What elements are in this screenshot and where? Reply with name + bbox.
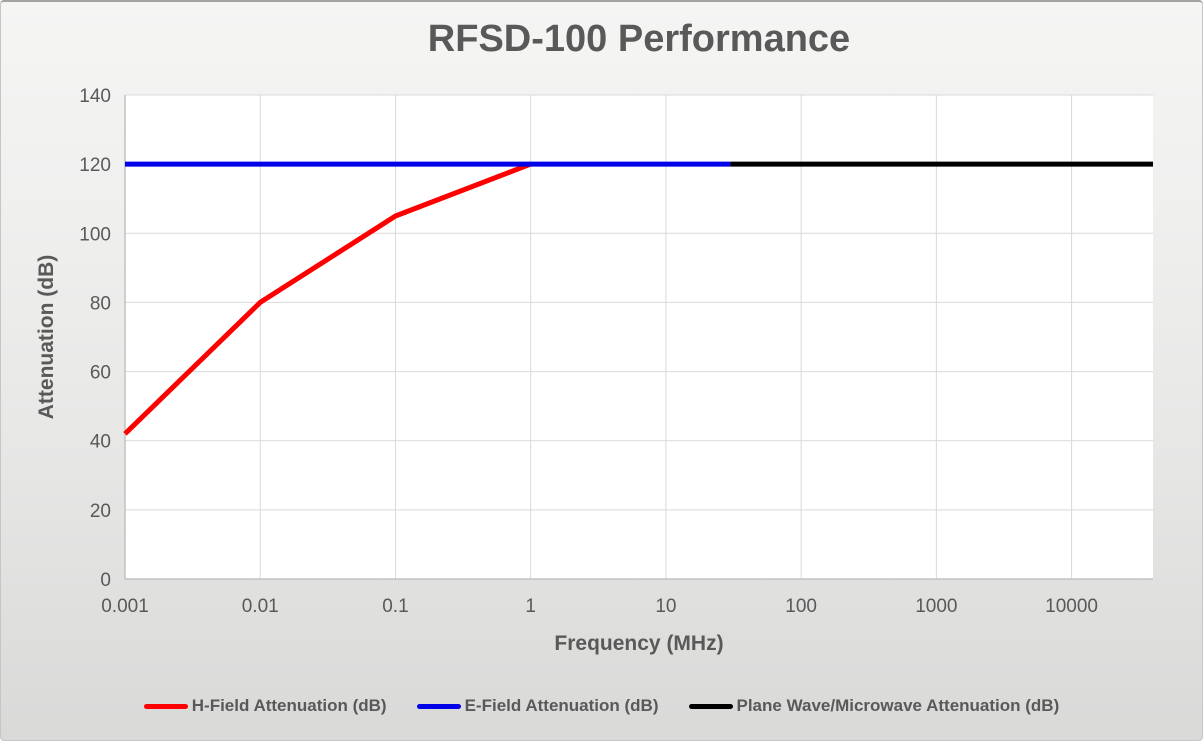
legend-item: Plane Wave/Microwave Attenuation (dB) (688, 696, 1060, 716)
legend: H-Field Attenuation (dB) E-Field Attenuat… (1, 696, 1202, 716)
x-tick-label: 0.01 (242, 596, 279, 617)
legend-swatch (416, 703, 461, 709)
legend-swatch (143, 703, 188, 709)
x-tick-label: 1000 (915, 596, 957, 617)
x-tick-label: 100 (785, 596, 817, 617)
legend-label: Plane Wave/Microwave Attenuation (dB) (736, 696, 1060, 715)
legend-label: H-Field Attenuation (dB) (191, 696, 387, 715)
legend-label: E-Field Attenuation (dB) (464, 696, 659, 715)
y-tick-label: 140 (79, 86, 111, 107)
legend-swatch (688, 703, 733, 709)
x-axis-title: Frequency (MHz) (554, 632, 724, 655)
x-tick-label: 1 (525, 596, 536, 617)
y-tick-label: 120 (79, 155, 111, 176)
y-tick-label: 40 (90, 432, 111, 453)
y-axis-title: Attenuation (dB) (35, 254, 58, 420)
y-tick-label: 20 (90, 501, 111, 522)
chart-title: RFSD-100 Performance (427, 18, 851, 60)
y-tick-label: 80 (90, 293, 111, 314)
y-tick-label: 60 (90, 363, 111, 384)
plot-area (125, 95, 1153, 579)
x-tick-label: 0.001 (101, 596, 149, 617)
x-tick-label: 10 (655, 596, 676, 617)
x-tick-label: 0.1 (382, 596, 408, 617)
series-line (123, 161, 532, 436)
x-tick-label: 10000 (1045, 596, 1098, 617)
legend-item: E-Field Attenuation (dB) (416, 696, 659, 716)
y-tick-label: 100 (79, 224, 111, 245)
y-tick-label: 0 (100, 570, 111, 591)
legend-item: H-Field Attenuation (dB) (143, 696, 387, 716)
